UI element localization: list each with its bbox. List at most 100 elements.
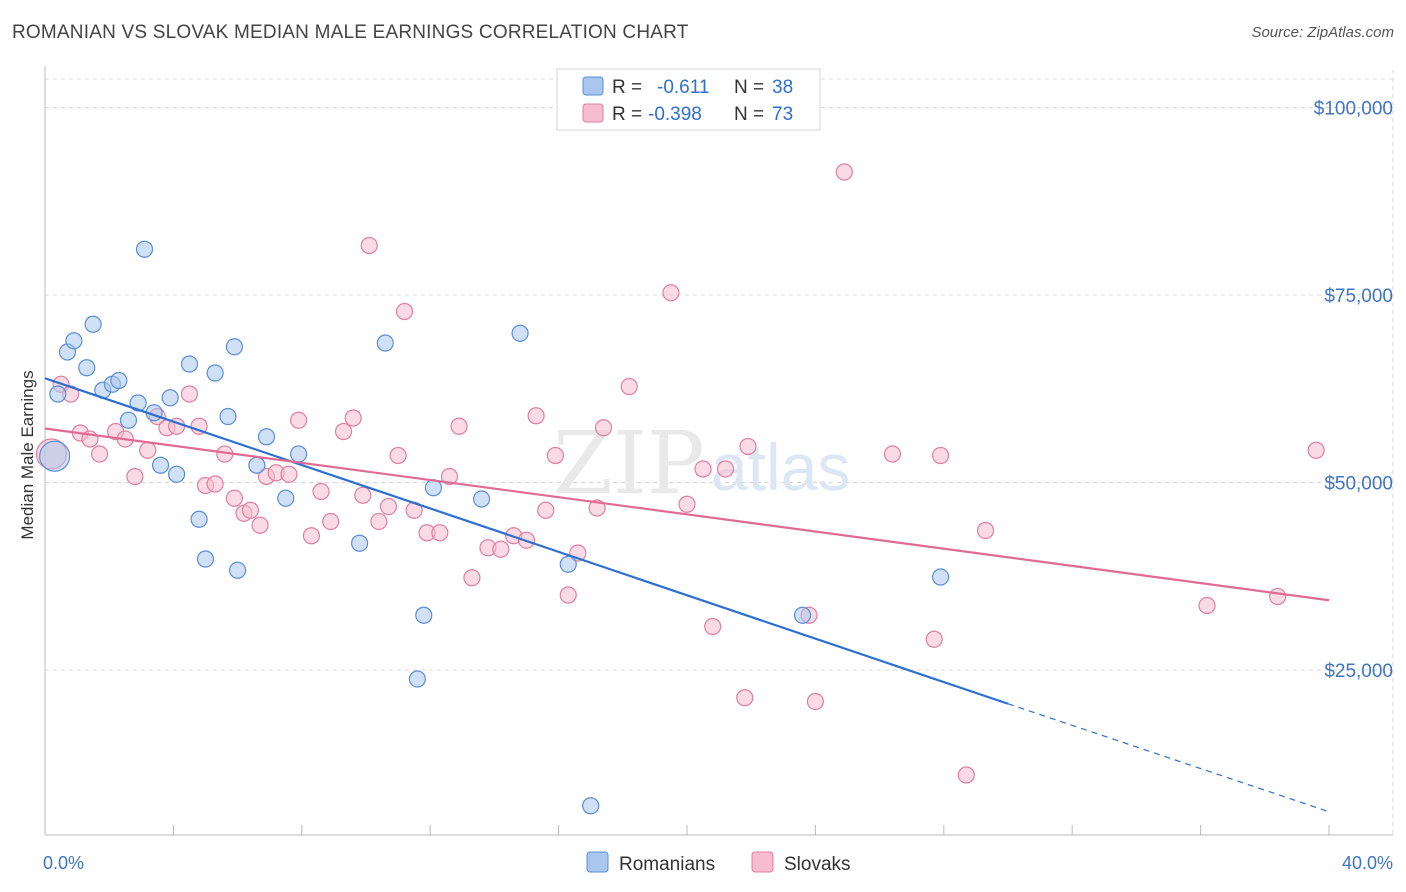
legend-n-label-1: N = (734, 77, 764, 98)
romanians-point-0 (39, 440, 71, 472)
romanians-point-36 (793, 606, 812, 624)
slovaks-point-8 (126, 467, 144, 486)
slovaks-point-30 (344, 409, 362, 427)
watermark: ZIP atlas (553, 414, 850, 514)
slovaks-point-67 (931, 446, 950, 465)
legend-swatch-slovaks (582, 103, 604, 123)
legend-bottom-swatch-romanians (586, 851, 609, 873)
slovaks-point-64 (835, 163, 853, 181)
romanians-points (39, 240, 950, 815)
slovaks-point-70 (1198, 596, 1216, 615)
slovaks-point-14 (190, 417, 208, 435)
legend-r-label-2: R = (612, 104, 642, 125)
slovaks-point-29 (334, 422, 353, 441)
slovaks-point-63 (806, 692, 825, 711)
slovaks-point-24 (280, 465, 298, 483)
romanians-point-29 (408, 670, 426, 688)
slovaks-point-36 (395, 302, 414, 321)
watermark-zip: ZIP (553, 414, 705, 514)
slovaks-point-58 (704, 617, 722, 636)
y-tick-label-2: $75,000 (1324, 286, 1393, 307)
slovaks-point-41 (450, 417, 468, 435)
slovaks-point-56 (678, 495, 696, 513)
romanians-point-18 (196, 550, 215, 568)
romanians-point-5 (84, 315, 102, 333)
legend-n-value-2: 73 (772, 104, 793, 125)
slovaks-point-60 (736, 689, 754, 707)
romanians-point-19 (206, 364, 224, 382)
romanians-point-27 (350, 534, 369, 552)
romanians-point-9 (119, 411, 138, 429)
trendlines (44, 377, 1330, 813)
romanians-point-16 (180, 355, 199, 373)
romanians-trendline-extension (1007, 703, 1330, 813)
chart-title: ROMANIAN VS SLOVAK MEDIAN MALE EARNINGS … (12, 22, 689, 43)
romanians-point-11 (135, 240, 154, 258)
legend-r-value-2: -0.398 (648, 104, 702, 125)
legend-bottom: Romanians Slovaks (586, 851, 851, 875)
y-tick-label-1: $50,000 (1324, 474, 1393, 495)
watermark-atlas: atlas (711, 430, 850, 504)
slovaks-point-27 (312, 482, 330, 501)
legend-bottom-label-slovaks: Slovaks (784, 854, 851, 875)
slovaks-point-69 (976, 521, 995, 540)
romanians-point-23 (248, 456, 266, 474)
slovaks-point-61 (739, 437, 757, 456)
slovaks-point-55 (662, 284, 680, 302)
romanians-point-17 (190, 510, 208, 528)
slovaks-point-48 (537, 501, 555, 519)
y-tick-labels: $25,000 $50,000 $75,000 $100,000 (1314, 99, 1393, 683)
romanians-point-32 (472, 490, 491, 508)
slovaks-point-59 (716, 460, 735, 478)
legend-top: R = -0.611 N = 38 R = -0.398 N = 73 (556, 68, 821, 131)
slovaks-point-21 (251, 516, 269, 534)
slovaks-point-50 (559, 586, 577, 604)
slovaks-point-34 (379, 497, 398, 516)
slovaks-point-66 (925, 630, 943, 648)
source-label: Source: ZipAtlas.com (1251, 24, 1394, 41)
romanians-point-10 (129, 394, 147, 412)
romanians-point-35 (582, 797, 600, 815)
romanians-point-3 (65, 332, 83, 350)
romanians-point-28 (376, 334, 394, 352)
slovaks-point-35 (389, 446, 407, 465)
romanians-point-33 (511, 324, 529, 342)
romanians-trendline (44, 377, 1009, 705)
slovaks-point-25 (289, 411, 308, 429)
y-tick-label-3: $100,000 (1314, 99, 1393, 120)
legend-n-value-1: 38 (772, 77, 793, 98)
slovaks-point-49 (546, 446, 564, 465)
slovaks-point-13 (180, 385, 199, 403)
slovaks-point-32 (360, 236, 378, 255)
slovaks-point-28 (322, 512, 340, 531)
slovaks-point-47 (527, 407, 545, 425)
x-tick-label-max: 40.0% (1342, 853, 1393, 873)
slovaks-point-18 (225, 489, 243, 507)
slovaks-point-71 (1269, 587, 1287, 606)
slovaks-point-53 (594, 419, 613, 437)
romanians-point-26 (289, 445, 308, 463)
slovaks-point-44 (492, 540, 510, 558)
x-tick-label-min: 0.0% (43, 853, 84, 873)
romanians-point-1 (49, 385, 67, 403)
slovaks-point-52 (588, 499, 606, 517)
y-tick-label-0: $25,000 (1324, 661, 1393, 682)
slovaks-point-65 (883, 445, 902, 463)
slovaks-point-72 (1307, 441, 1325, 459)
romanians-point-22 (229, 561, 247, 579)
romanians-point-4 (78, 359, 96, 377)
slovaks-point-40 (440, 467, 459, 486)
romanians-point-34 (559, 555, 577, 573)
legend-swatch-romanians (582, 76, 604, 96)
slovaks-point-54 (620, 377, 638, 396)
romanians-point-20 (219, 407, 237, 426)
romanians-point-24 (257, 428, 276, 446)
slovaks-point-39 (431, 524, 449, 542)
romanians-point-30 (415, 606, 433, 624)
romanians-point-14 (161, 389, 179, 407)
romanians-point-37 (931, 568, 950, 586)
slovaks-point-68 (957, 766, 975, 784)
y-axis-title: Median Male Earnings (18, 370, 37, 539)
romanians-point-25 (277, 489, 295, 507)
